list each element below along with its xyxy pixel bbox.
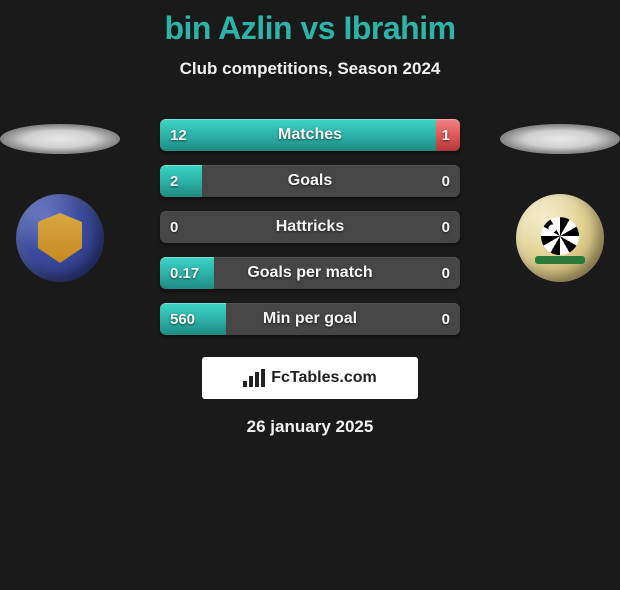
comparison-title: bin Azlin vs Ibrahim bbox=[0, 10, 620, 47]
stat-value-left: 0 bbox=[170, 211, 178, 243]
stat-label: Hattricks bbox=[160, 211, 460, 243]
club-badge-right bbox=[516, 194, 604, 282]
stats-list: Matches121Goals20Hattricks00Goals per ma… bbox=[160, 119, 460, 335]
comparison-date: 26 january 2025 bbox=[0, 417, 620, 437]
stat-label: Goals bbox=[160, 165, 460, 197]
stat-row: Hattricks0 0 bbox=[160, 211, 460, 243]
stat-bar-left bbox=[160, 257, 214, 289]
comparison-subtitle: Club competitions, Season 2024 bbox=[0, 59, 620, 79]
stat-bar-left bbox=[160, 165, 202, 197]
stat-bar-right bbox=[436, 119, 460, 151]
club-badge-left bbox=[16, 194, 104, 282]
player-right-silhouette bbox=[500, 124, 620, 154]
player-right-column bbox=[500, 119, 620, 282]
player-left-column bbox=[0, 119, 120, 282]
bar-chart-icon bbox=[243, 369, 265, 387]
player-left-silhouette bbox=[0, 124, 120, 154]
stat-value-right: 0 bbox=[442, 165, 450, 197]
brand-box: FcTables.com bbox=[202, 357, 418, 399]
stat-value-right: 0 bbox=[442, 257, 450, 289]
stat-value-right: 0 bbox=[442, 303, 450, 335]
stat-row: Min per goal5600 bbox=[160, 303, 460, 335]
brand-text: FcTables.com bbox=[271, 369, 377, 387]
stat-bar-left bbox=[160, 303, 226, 335]
stat-row: Goals per match0.170 bbox=[160, 257, 460, 289]
stat-row: Goals20 bbox=[160, 165, 460, 197]
stat-value-right: 0 bbox=[442, 211, 450, 243]
stat-row: Matches121 bbox=[160, 119, 460, 151]
stat-bar-left bbox=[160, 119, 436, 151]
